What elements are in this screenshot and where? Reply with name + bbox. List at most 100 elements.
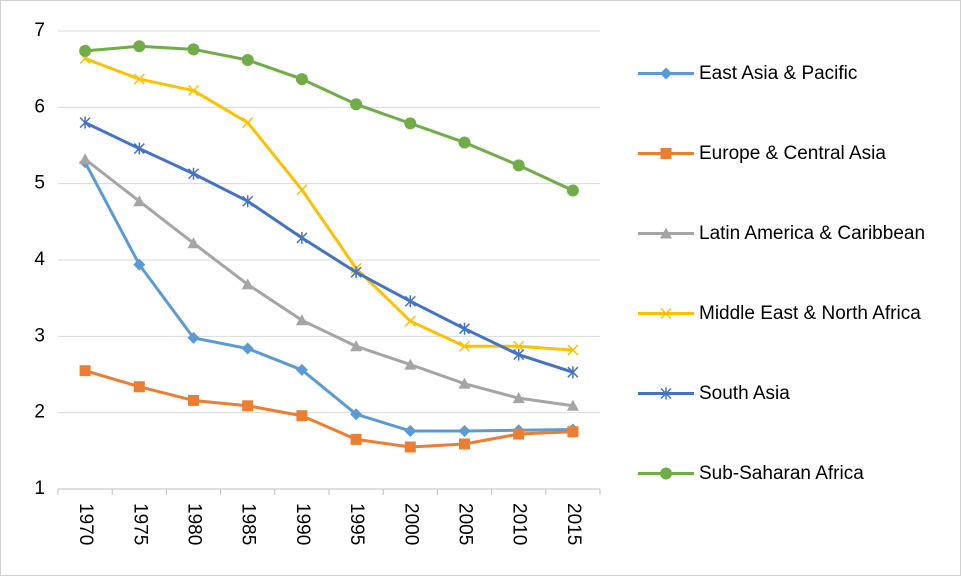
data-point — [404, 358, 417, 370]
data-point — [567, 344, 579, 356]
data-point — [187, 43, 200, 56]
data-point — [458, 424, 471, 437]
series-line — [84, 44, 574, 192]
data-point — [350, 408, 363, 421]
data-point — [296, 184, 308, 196]
marker — [660, 67, 672, 80]
x-tick-label: 2010 — [509, 503, 530, 545]
x-tick-label: 1985 — [238, 503, 259, 545]
legend-swatch — [638, 467, 694, 480]
data-point — [242, 195, 254, 208]
data-point — [566, 184, 579, 197]
y-tick-label: 2 — [34, 402, 45, 423]
legend-label: Latin America & Caribbean — [699, 223, 926, 244]
data-point — [513, 428, 525, 440]
marker — [660, 467, 672, 480]
data-point — [295, 314, 308, 326]
legend-entry: Middle East & North Africa — [637, 298, 934, 329]
data-point — [241, 342, 254, 355]
x-tick-label: 2000 — [400, 503, 421, 545]
legend-swatch — [638, 227, 694, 239]
x-tick-label: 1990 — [292, 503, 313, 545]
data-point — [350, 433, 362, 445]
data-point — [404, 315, 416, 327]
data-point — [133, 142, 145, 155]
data-point — [79, 116, 91, 129]
legend-swatch — [638, 387, 694, 400]
legend-swatch — [638, 307, 694, 320]
y-tick-label: 6 — [34, 96, 45, 117]
data-point — [566, 399, 579, 411]
x-tick-label: 2005 — [454, 503, 475, 545]
data-point — [513, 340, 525, 352]
data-point — [79, 44, 92, 57]
series-line — [84, 57, 574, 352]
data-point — [404, 117, 417, 130]
data-point — [458, 322, 471, 335]
data-point — [458, 136, 471, 149]
x-tick-label: 2015 — [563, 503, 584, 545]
data-point — [512, 159, 525, 172]
y-tick-label: 5 — [34, 173, 45, 194]
series-line — [84, 121, 574, 374]
data-point — [133, 258, 146, 271]
data-point — [350, 266, 362, 279]
legend-entry: South Asia — [637, 378, 934, 409]
legend-entry: Europe & Central Asia — [637, 138, 934, 169]
legend-label: South Asia — [699, 383, 790, 404]
x-tick-label: 1980 — [183, 503, 204, 545]
data-point — [79, 153, 92, 165]
x-tick-label: 1995 — [346, 503, 367, 545]
legend-entry: East Asia & Pacific — [637, 58, 934, 89]
y-tick-label: 4 — [34, 249, 45, 270]
data-point — [404, 424, 417, 437]
data-point — [458, 377, 471, 389]
data-point — [350, 340, 363, 352]
data-point — [242, 400, 254, 412]
marker — [660, 148, 672, 159]
data-point — [133, 40, 146, 53]
data-point — [187, 85, 200, 97]
data-point — [242, 117, 254, 129]
legend-entry: Latin America & Caribbean — [637, 218, 934, 249]
series-line — [84, 369, 573, 449]
data-point — [187, 331, 200, 344]
legend-swatch — [638, 67, 694, 80]
data-point — [241, 54, 254, 67]
data-point — [187, 237, 200, 249]
series-line — [84, 158, 574, 408]
data-point — [458, 340, 471, 352]
data-point — [404, 295, 416, 308]
marker — [660, 387, 672, 400]
legend-entry: Sub-Saharan Africa — [637, 458, 934, 489]
data-point — [133, 73, 145, 85]
y-tick-label: 3 — [34, 325, 45, 346]
series-line — [83, 161, 573, 433]
y-tick-label: 7 — [34, 20, 45, 41]
data-point — [187, 167, 200, 180]
data-point — [404, 441, 416, 453]
data-point — [567, 366, 579, 379]
data-point — [567, 426, 579, 438]
legend-label: East Asia & Pacific — [699, 63, 858, 84]
x-tick-label: 1975 — [129, 503, 150, 545]
x-tick-label: 1970 — [75, 503, 96, 545]
data-point — [241, 278, 254, 290]
legend-label: Sub-Saharan Africa — [699, 463, 864, 484]
data-point — [295, 73, 308, 86]
y-tick-label: 1 — [34, 478, 45, 499]
data-point — [459, 438, 470, 450]
data-point — [188, 394, 199, 406]
data-point — [513, 348, 525, 361]
data-point — [133, 195, 146, 207]
data-point — [296, 231, 308, 244]
legend-label: Middle East & North Africa — [699, 303, 921, 324]
data-point — [295, 363, 308, 376]
marker — [660, 227, 672, 239]
marker — [660, 307, 672, 320]
legend-label: Europe & Central Asia — [699, 143, 886, 164]
data-point — [296, 410, 308, 422]
data-point — [79, 365, 91, 377]
